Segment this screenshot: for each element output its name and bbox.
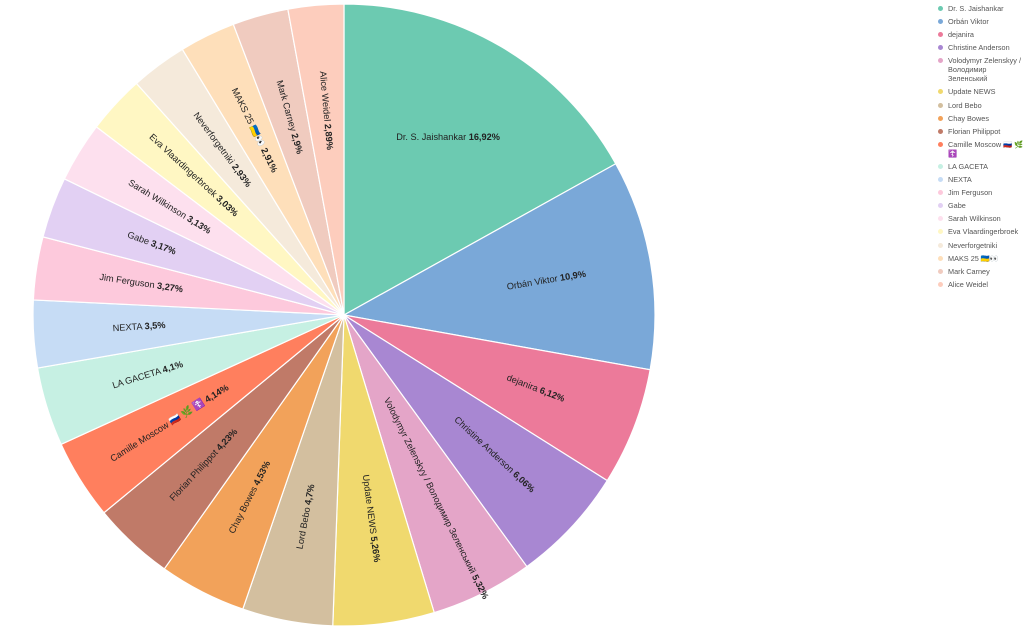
legend-swatch	[938, 281, 943, 287]
legend-item[interactable]: Christine Anderson	[936, 43, 1024, 52]
legend-swatch	[938, 19, 943, 25]
legend-swatch	[938, 32, 943, 38]
legend-swatch	[938, 177, 943, 183]
legend-item[interactable]: LA GACETA	[936, 162, 1024, 171]
legend-swatch	[938, 141, 943, 147]
legend-swatch	[938, 115, 943, 121]
slice-label-value: 4,7%	[303, 483, 317, 505]
legend-item[interactable]: Eva Vlaardingerbroek	[936, 227, 1024, 236]
legend-item[interactable]: Dr. S. Jaishankar	[936, 4, 1024, 13]
legend-item[interactable]: Gabe	[936, 201, 1024, 210]
legend-label: Orbán Viktor	[948, 17, 989, 27]
legend-item[interactable]: Chay Bowes	[936, 114, 1024, 123]
slice-label-name: NEXTA	[112, 322, 145, 334]
legend-label: Alice Weidel	[948, 279, 989, 289]
legend-item[interactable]: Volodymyr Zelenskyy / Володимир Зеленськ…	[936, 56, 1024, 83]
pie-slice[interactable]	[342, 162, 656, 371]
slice-label: Dr. S. Jaishankar 16,92%	[396, 132, 500, 142]
legend-label: Jim Ferguson	[948, 188, 993, 198]
pie-slice[interactable]	[343, 3, 617, 317]
legend-swatch	[938, 203, 943, 209]
legend-item[interactable]: Alice Weidel	[936, 280, 1024, 289]
slice-label: Alice Weidel 2,89%	[317, 71, 334, 151]
slice-label-value: 10,9%	[559, 269, 586, 283]
legend-swatch	[938, 216, 943, 222]
legend-swatch	[938, 45, 943, 51]
legend-item[interactable]: Lord Bebo	[936, 101, 1024, 110]
legend-swatch	[938, 268, 943, 274]
legend-item[interactable]: Sarah Wilkinson	[936, 214, 1024, 223]
legend-label: Christine Anderson	[948, 43, 1010, 53]
slice-label-name: Alice Weidel	[317, 71, 332, 125]
slice-label-value: 3,27%	[156, 281, 183, 295]
slice-label-value: 5,26%	[368, 536, 381, 563]
legend-label: Gabe	[948, 201, 966, 211]
legend-swatch	[938, 102, 943, 108]
legend-label: Update NEWS	[948, 87, 996, 97]
slice-label-value: 3,5%	[144, 320, 166, 331]
legend-swatch	[938, 255, 943, 261]
legend-label: Mark Carney	[948, 266, 990, 276]
slice-label: NEXTA 3,5%	[112, 320, 165, 333]
slice-label-name: Dr. S. Jaishankar	[396, 132, 469, 142]
legend-label: Volodymyr Zelenskyy / Володимир Зеленськ…	[948, 56, 1021, 84]
legend-label: Chay Bowes	[948, 113, 989, 123]
legend-item[interactable]: Mark Carney	[936, 267, 1024, 276]
legend-label: Neverforgetniki	[948, 240, 998, 250]
slice-label-value: 2,89%	[322, 123, 334, 150]
legend-item[interactable]: Neverforgetniki	[936, 241, 1024, 250]
pie-slice[interactable]	[343, 314, 609, 568]
legend-item[interactable]: Florian Philippot	[936, 127, 1024, 136]
legend-swatch	[938, 229, 943, 235]
legend-item[interactable]: dejanira	[936, 30, 1024, 39]
pie-chart: Dr. S. Jaishankar 16,92%Orbán Viktor 10,…	[32, 3, 656, 627]
legend-label: Florian Philippot	[948, 126, 1001, 136]
chart-legend: Dr. S. Jaishankar Orbán Viktor dejanira Chr…	[936, 4, 1024, 293]
pie-slice[interactable]	[287, 3, 345, 316]
legend-swatch	[938, 128, 943, 134]
legend-swatch	[938, 89, 943, 95]
legend-label: NEXTA	[948, 175, 972, 185]
pie-slice[interactable]	[343, 314, 651, 482]
legend-swatch	[938, 190, 943, 196]
legend-label: MAKS 25 🇺🇦👀	[948, 253, 1000, 263]
slice-label-value: 16,92%	[469, 132, 500, 142]
legend-swatch	[938, 163, 943, 169]
legend-swatch	[938, 242, 943, 248]
legend-item[interactable]: NEXTA	[936, 175, 1024, 184]
pie-slices	[32, 3, 656, 627]
legend-item[interactable]: Camille Moscow 🇷🇺 🌿 ☦️	[936, 140, 1024, 158]
legend-label: dejanira	[948, 30, 974, 40]
legend-label: Camille Moscow 🇷🇺 🌿 ☦️	[948, 139, 1024, 158]
legend-swatch	[938, 6, 943, 11]
legend-label: Eva Vlaardingerbroek	[948, 227, 1019, 237]
legend-swatch	[938, 58, 943, 64]
legend-label: Dr. S. Jaishankar	[948, 4, 1004, 13]
legend-item[interactable]: Orbán Viktor	[936, 17, 1024, 26]
legend-label: LA GACETA	[948, 161, 989, 171]
legend-label: Lord Bebo	[948, 100, 982, 110]
legend-item[interactable]: Update NEWS	[936, 87, 1024, 96]
legend-item[interactable]: MAKS 25 🇺🇦👀	[936, 254, 1024, 263]
legend-label: Sarah Wilkinson	[948, 214, 1001, 224]
legend-item[interactable]: Jim Ferguson	[936, 188, 1024, 197]
